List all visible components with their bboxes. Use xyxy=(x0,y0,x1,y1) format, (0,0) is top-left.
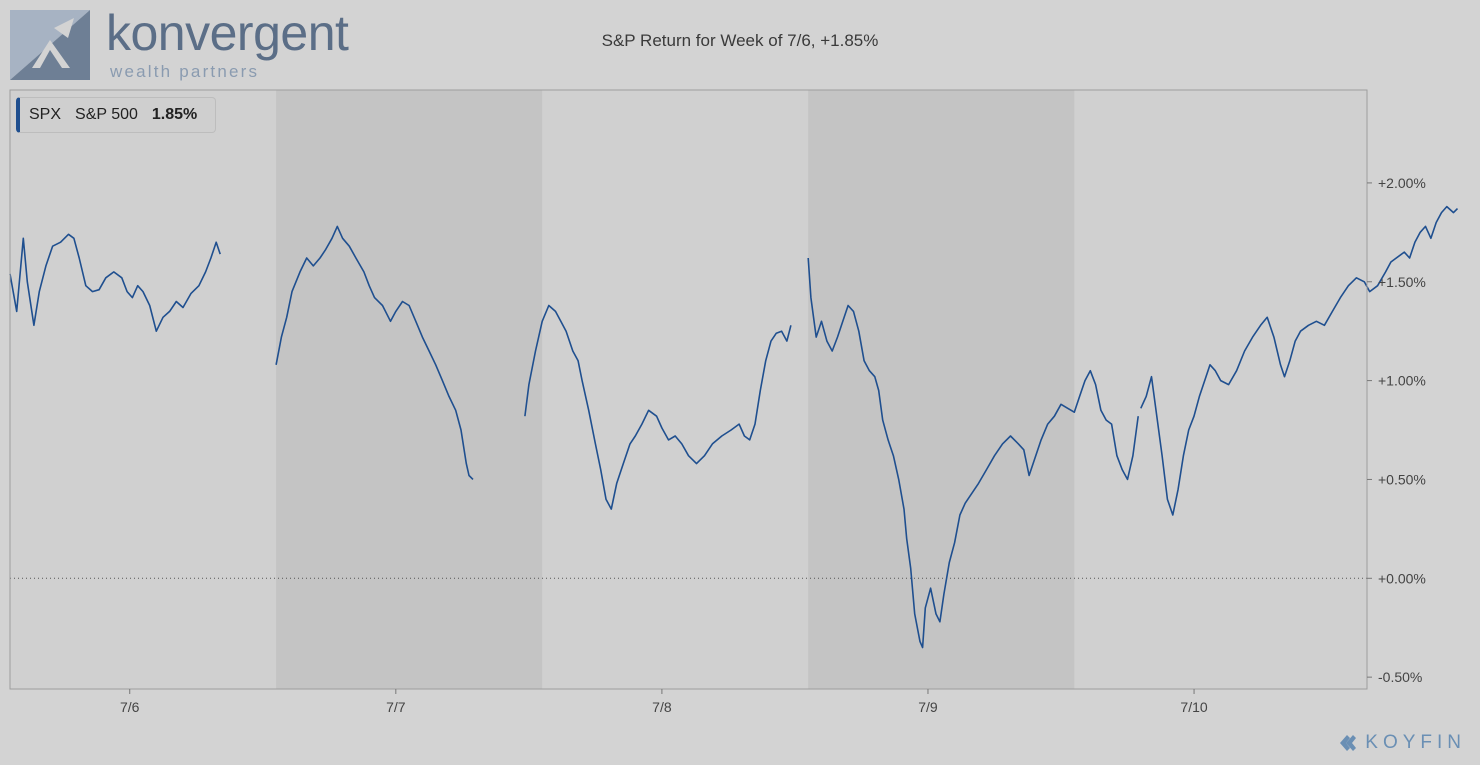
x-tick-label-2: 7/8 xyxy=(652,699,672,715)
legend-name: S&P 500 xyxy=(75,106,138,123)
y-tick-label-1: +1.50% xyxy=(1378,274,1426,290)
koyfin-logo-icon xyxy=(1340,735,1357,751)
x-tick-label-0: 7/6 xyxy=(120,699,140,715)
series-line-session-3 xyxy=(807,257,1139,649)
brand-name: KOYFIN xyxy=(1365,732,1466,753)
shaded-day-band-1 xyxy=(808,90,1075,689)
konvergent-logo: konvergent wealth partners xyxy=(10,5,410,82)
logo-wordmark: konvergent xyxy=(106,5,349,61)
series-line-session-0 xyxy=(9,233,221,333)
series-line-session-4 xyxy=(1140,205,1459,516)
series-legend[interactable]: SPX S&P 500 1.85% xyxy=(16,97,216,133)
x-tick-label-4: 7/10 xyxy=(1180,699,1207,715)
series-line-session-1 xyxy=(275,225,474,480)
legend-ticker: SPX xyxy=(29,106,62,123)
y-tick-label-3: +0.50% xyxy=(1378,471,1426,487)
shaded-day-band-0 xyxy=(276,90,543,689)
logo-subtitle: wealth partners xyxy=(110,62,260,81)
y-tick-label-4: +0.00% xyxy=(1378,570,1426,586)
konvergent-mark-icon xyxy=(10,10,90,80)
series-line-session-2 xyxy=(524,304,792,510)
y-tick-label-5: -0.50% xyxy=(1378,669,1422,685)
koyfin-brand: KOYFIN xyxy=(1339,732,1466,754)
legend-value: 1.85% xyxy=(151,106,198,123)
y-tick-label-0: +2.00% xyxy=(1378,175,1426,191)
plot-background xyxy=(10,90,1367,689)
y-tick-label-2: +1.00% xyxy=(1378,373,1426,389)
plot-frame xyxy=(9,89,1368,690)
x-tick-label-3: 7/9 xyxy=(918,699,938,715)
chart-title: S&P Return for Week of 7/6, +1.85% xyxy=(601,31,879,50)
x-tick-label-1: 7/7 xyxy=(386,699,406,715)
